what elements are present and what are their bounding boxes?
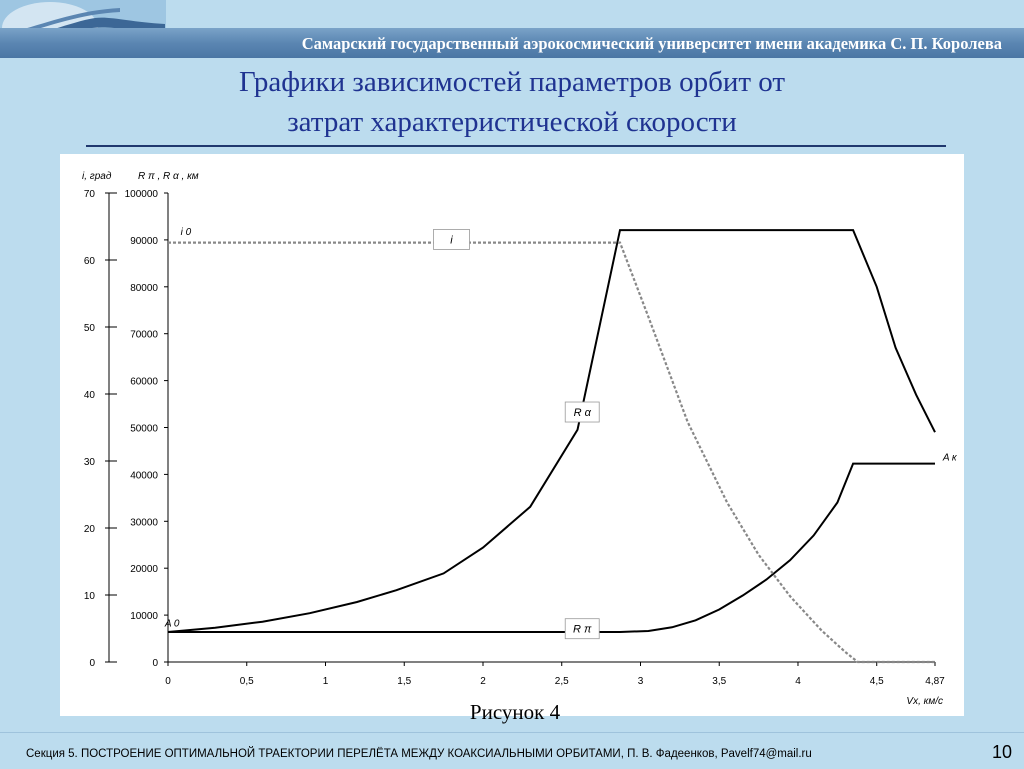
footer-band	[0, 732, 1024, 769]
y-left-tick-label: 60	[84, 256, 96, 267]
y-right-tick-label: 80000	[130, 283, 158, 294]
x-axis-title: Vx, км/с	[906, 696, 943, 707]
y-left-tick-label: 50	[84, 323, 96, 334]
title-divider	[86, 145, 946, 147]
x-tick-label: 3,5	[712, 676, 726, 687]
university-name: Самарский государственный аэрокосмически…	[301, 34, 1002, 53]
series-label-box	[564, 618, 600, 640]
x-tick-label: 2,5	[555, 676, 569, 687]
series-line-R-α	[167, 229, 936, 633]
x-tick-label: 0,5	[240, 676, 254, 687]
x-tick-label: 3	[638, 676, 644, 687]
y-right-tick-label: 0	[152, 658, 158, 669]
annotation-label: A к	[942, 452, 958, 463]
series-label: R π	[573, 624, 592, 636]
chart-panel: 0 0,5 1 1,5 2 2,5 3 3,5 4 4,5 4,87 0 10000 20000 30000…	[60, 154, 964, 716]
x-tick-label: 1,5	[397, 676, 411, 687]
footer-text: Секция 5. ПОСТРОЕНИЕ ОПТИМАЛЬНОЙ ТРАЕКТО…	[26, 748, 812, 760]
x-tick-label: 2	[480, 676, 486, 687]
y-left-axis-title: i, град	[82, 171, 112, 182]
header-band	[0, 28, 1024, 58]
y-right-tick-label: 30000	[130, 517, 158, 528]
series-label-box	[433, 229, 470, 250]
y-right-tick-label: 100000	[125, 189, 159, 200]
x-tick-label: 0	[165, 676, 171, 687]
y-left-tick-label: 20	[84, 524, 96, 535]
x-tick-label: 4,5	[870, 676, 884, 687]
series-label-box	[564, 401, 600, 423]
x-tick-label: 4,87	[925, 676, 945, 687]
y-right-axis-title: R π , R α , км	[138, 171, 199, 182]
y-left-tick-label: 70	[84, 189, 96, 200]
y-right-tick-label: 20000	[130, 564, 158, 575]
y-right-tick-label: 70000	[130, 330, 158, 341]
annotation-label: A 0	[164, 618, 180, 629]
y-right-tick-label: 40000	[130, 470, 158, 481]
x-tick-label: 4	[795, 676, 801, 687]
series-label: R α	[574, 407, 592, 419]
series-label: i	[450, 234, 453, 246]
y-right-tick-label: 50000	[130, 424, 158, 435]
y-left-tick-label: 40	[84, 390, 96, 401]
slide-title-line1: Графики зависимостей параметров орбит от	[238, 66, 786, 98]
page-number: 10	[991, 742, 1012, 762]
series-line-i	[168, 241, 935, 664]
y-right-tick-label: 10000	[130, 611, 158, 622]
slide-title-line2: затрат характеристической скорости	[287, 106, 737, 138]
orbit-parameters-chart: 0 0,5 1 1,5 2 2,5 3 3,5 4 4,5 4,87 0 10000 20000 30000…	[82, 171, 958, 707]
y-left-tick-label: 10	[84, 591, 96, 602]
slide-title: Графики зависимостей параметров орбит от…	[0, 62, 1024, 142]
y-right-tick-label: 90000	[130, 236, 158, 247]
annotation-label: i 0	[181, 227, 192, 238]
y-right-tick-label: 60000	[130, 377, 158, 388]
figure-caption: Рисунок 4	[469, 700, 561, 724]
y-left-tick-label: 0	[89, 658, 95, 669]
y-left-tick-label: 30	[84, 457, 96, 468]
x-tick-label: 1	[323, 676, 329, 687]
series-line-R-π	[168, 462, 935, 633]
